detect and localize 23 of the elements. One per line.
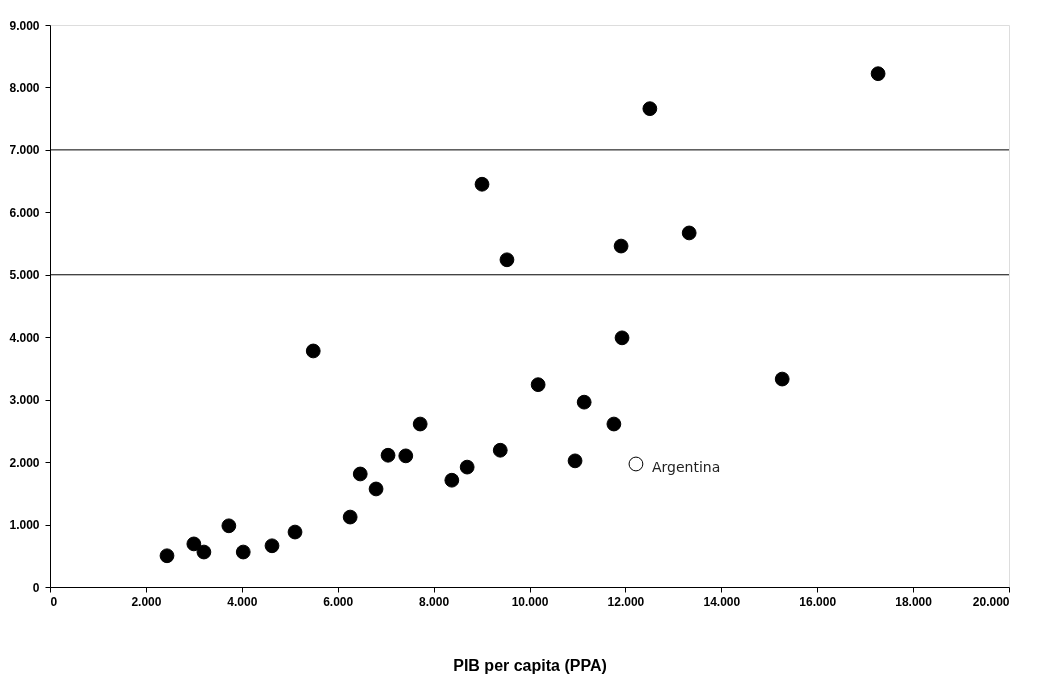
- x-tick-label: 12.000: [607, 594, 645, 609]
- y-tick-label: 5.000: [9, 268, 40, 283]
- x-axis-title: PIB per capita (PPA): [453, 656, 607, 674]
- y-tick-label: 3.000: [9, 393, 40, 408]
- x-tick-label: 16.000: [799, 594, 837, 609]
- y-tick-label: 7.000: [9, 143, 40, 158]
- y-tick-label: 9.000: [9, 18, 40, 33]
- x-tick-label: 0: [50, 594, 58, 609]
- x-tick-label: 6.000: [323, 594, 354, 609]
- y-tick-label: 6.000: [9, 205, 40, 220]
- x-tick-label: 20.000: [972, 594, 1010, 609]
- y-tick-label: 0: [32, 580, 40, 595]
- y-tick-label: 1.000: [9, 518, 40, 533]
- series-label: Argentina: [651, 458, 721, 475]
- y-tick-label: 8.000: [9, 80, 40, 95]
- y-tick-label: 2.000: [9, 455, 40, 470]
- y-tick-label: 4.000: [9, 330, 40, 345]
- x-tick-label: 10.000: [511, 594, 549, 609]
- x-tick-label: 2.000: [131, 594, 162, 609]
- x-tick-label: 4.000: [227, 594, 258, 609]
- x-tick-label: 18.000: [895, 594, 933, 609]
- x-tick-label: 14.000: [703, 594, 741, 609]
- x-tick-label: 8.000: [419, 594, 450, 609]
